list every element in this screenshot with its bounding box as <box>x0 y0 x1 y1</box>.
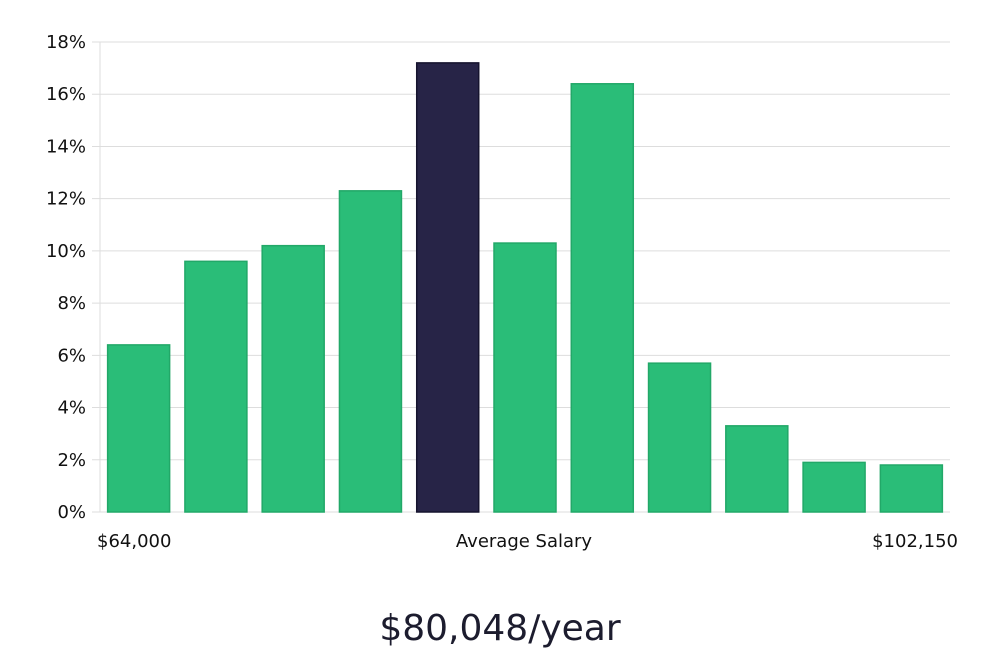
x-label-max: $102,150 <box>872 531 958 552</box>
y-tick-label: 0% <box>57 502 86 523</box>
y-tick-label: 10% <box>46 241 86 262</box>
bar <box>184 260 248 513</box>
y-tick-label: 18% <box>46 32 86 53</box>
bar <box>338 190 403 513</box>
y-tick-label: 2% <box>57 450 86 471</box>
bar-average <box>415 62 480 513</box>
bar <box>106 344 171 513</box>
x-label-min: $64,000 <box>97 531 171 552</box>
bar <box>802 461 866 513</box>
y-tick-label: 16% <box>46 84 86 105</box>
bar <box>570 83 635 513</box>
bars <box>106 62 944 513</box>
average-salary-value: $80,048/year <box>379 608 621 649</box>
x-axis-labels: $64,000 Average Salary $102,150 <box>97 531 958 552</box>
y-tick-label: 4% <box>57 398 86 419</box>
y-tick-label: 6% <box>57 345 86 366</box>
bar <box>261 244 325 513</box>
bar <box>647 362 712 513</box>
y-axis-ticks: 0% 2% 4% 6% 8% 10% 12% 14% 16% 18% <box>46 32 86 523</box>
y-tick-label: 14% <box>46 136 86 157</box>
bar <box>725 425 789 513</box>
chart-canvas: 0% 2% 4% 6% 8% 10% 12% 14% 16% 18% $64,000 Averag… <box>46 32 958 552</box>
y-tick-label: 8% <box>57 293 86 314</box>
bar <box>493 242 557 513</box>
y-tick-label: 12% <box>46 189 86 210</box>
bar <box>879 464 944 513</box>
x-label-average: Average Salary <box>456 531 593 552</box>
